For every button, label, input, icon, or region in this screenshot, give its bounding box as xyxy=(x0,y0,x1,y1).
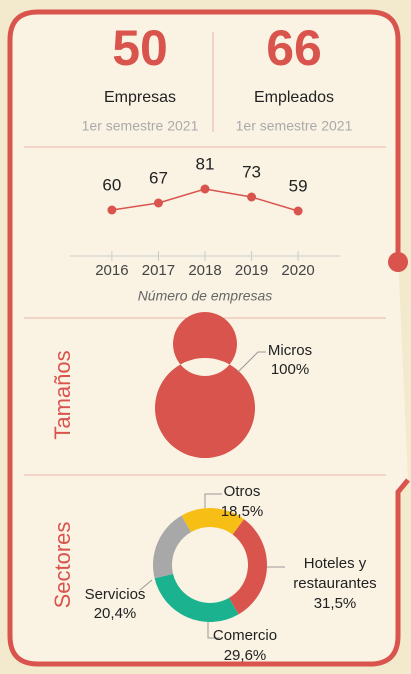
donut-segment xyxy=(154,573,239,623)
stat-label: Empleados xyxy=(254,89,334,106)
point xyxy=(107,205,117,215)
stat-period: 1er semestre 2021 xyxy=(236,118,353,134)
stat-period: 1er semestre 2021 xyxy=(82,118,199,134)
value-label: 18,5% xyxy=(220,503,264,520)
border-dot xyxy=(388,252,408,272)
chart-title: Tamaños xyxy=(50,350,75,439)
category-label: Micros xyxy=(267,342,313,359)
point xyxy=(293,206,303,216)
x-tick-label: 2017 xyxy=(142,262,175,279)
donut-segment xyxy=(181,507,244,535)
value-label: 20,4% xyxy=(93,605,137,622)
category-label: Otros xyxy=(223,483,261,500)
x-tick-label: 2018 xyxy=(188,262,221,279)
category-label: Comercio xyxy=(212,627,278,644)
leader-line xyxy=(207,622,220,639)
data-label: 59 xyxy=(289,176,308,195)
leader-line xyxy=(204,493,222,508)
data-label: 67 xyxy=(149,168,168,187)
x-tick-label: 2016 xyxy=(95,262,128,279)
data-label: 81 xyxy=(196,154,215,173)
category-label: Servicios xyxy=(84,586,146,603)
leader-line xyxy=(237,351,266,373)
stat-value: 66 xyxy=(266,20,322,76)
stat-value: 50 xyxy=(112,20,168,76)
leader-line xyxy=(139,579,153,591)
x-tick-label: 2020 xyxy=(281,262,314,279)
data-label: 73 xyxy=(242,162,261,181)
donut-segment xyxy=(154,312,255,458)
point xyxy=(200,184,210,194)
data-label: 60 xyxy=(102,175,121,194)
stat-label: Empresas xyxy=(104,89,176,106)
point xyxy=(247,192,257,202)
donut-segment xyxy=(229,519,268,615)
value-label: 31,5% xyxy=(313,595,357,612)
value-label: 29,6% xyxy=(223,647,267,664)
value-label: 100% xyxy=(270,361,310,378)
point xyxy=(153,198,163,208)
x-tick-label: 2019 xyxy=(235,262,268,279)
axis-label: Número de empresas xyxy=(138,288,273,304)
donut-segment xyxy=(153,515,191,579)
category-label: Hoteles y restaurantes xyxy=(293,555,377,592)
chart-title: Sectores xyxy=(50,522,75,609)
